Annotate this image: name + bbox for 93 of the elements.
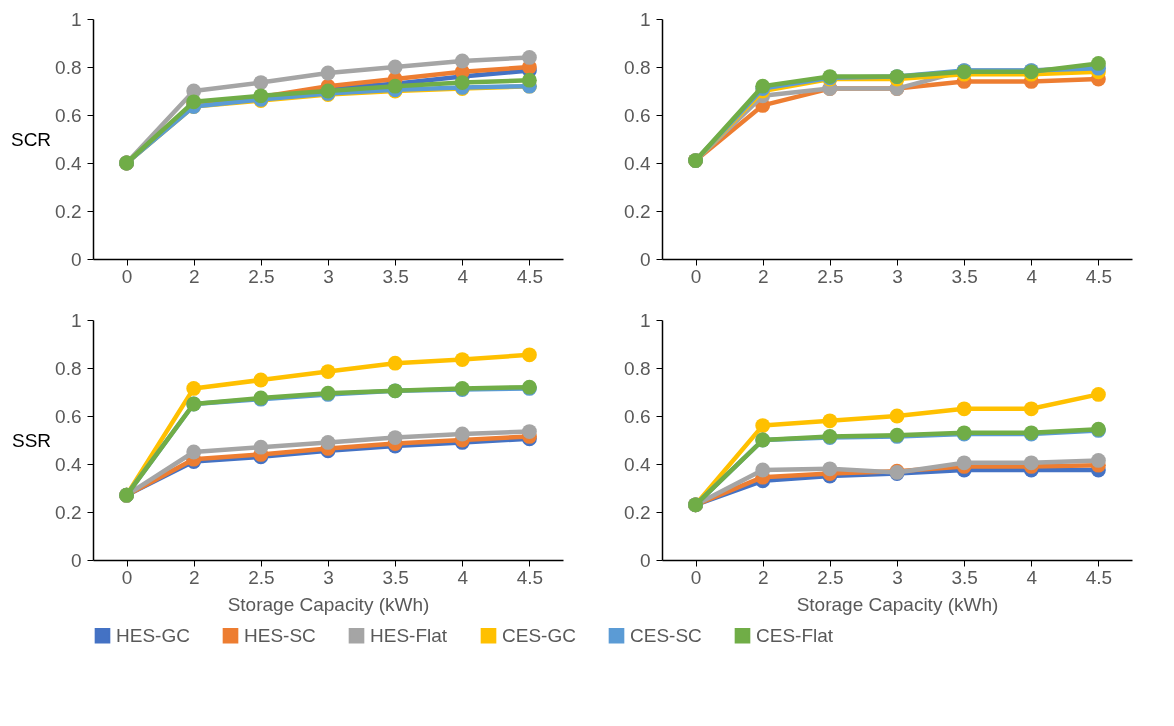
- point: [253, 439, 269, 455]
- y-tick-label: 0.4: [55, 152, 82, 174]
- point: [454, 426, 470, 442]
- x-tick-label: 4: [457, 265, 469, 287]
- x-axis-title: Storage Capacity (kWh): [227, 593, 430, 615]
- y-tick-label: 0.4: [624, 453, 651, 475]
- x-tick-label: 2.5: [248, 265, 275, 287]
- point: [387, 430, 403, 445]
- x-tick-label: 2.5: [817, 566, 844, 588]
- x-tick-label: 0: [690, 566, 702, 588]
- x-tick-label: 3: [892, 566, 903, 588]
- x-tick-label: 4: [1026, 566, 1038, 588]
- point: [320, 435, 336, 450]
- legend-label: HES-GC: [116, 624, 190, 646]
- y-axis-title: SCR: [10, 128, 52, 150]
- y-tick-label: 0.2: [624, 501, 651, 523]
- y-tick-label: 0.2: [55, 200, 82, 222]
- point: [522, 424, 537, 439]
- y-tick-label: 1: [70, 8, 82, 30]
- legend-label: HES-Flat: [370, 624, 448, 646]
- point: [889, 408, 905, 424]
- x-tick-label: 0: [121, 265, 133, 287]
- y-tick-label: 0.8: [624, 56, 651, 78]
- y-tick-label: 0.6: [624, 104, 651, 126]
- y-tick-label: 0.6: [55, 104, 82, 126]
- point: [755, 418, 771, 433]
- x-tick-label: 2: [757, 566, 769, 588]
- y-tick-label: 0.8: [624, 357, 651, 379]
- x-tick-label: 2.5: [248, 566, 275, 588]
- y-tick-label: 0: [639, 248, 651, 270]
- y-tick-label: 0.8: [55, 56, 82, 78]
- legend-label: HES-SC: [244, 624, 316, 646]
- x-tick-label: 0: [121, 566, 133, 588]
- legend-label: CES-GC: [502, 624, 576, 646]
- x-tick-label: 4.5: [516, 566, 544, 588]
- point: [822, 413, 838, 429]
- y-tick-label: 1: [70, 309, 82, 331]
- y-tick-label: 1: [639, 309, 651, 331]
- point: [454, 352, 470, 367]
- point: [387, 59, 403, 75]
- x-tick-label: 4.5: [516, 265, 544, 287]
- point: [1091, 387, 1106, 402]
- x-tick-label: 3.5: [382, 265, 409, 287]
- x-tick-label: 2: [757, 265, 769, 287]
- x-tick-label: 4.5: [1085, 566, 1113, 588]
- point: [320, 65, 336, 81]
- x-tick-label: 3.5: [382, 566, 409, 588]
- y-tick-label: 0.6: [55, 405, 82, 427]
- point: [186, 444, 202, 460]
- x-tick-label: 2.5: [817, 265, 844, 287]
- point: [522, 72, 537, 88]
- x-tick-label: 0: [690, 265, 702, 287]
- y-tick-label: 0.4: [624, 152, 651, 174]
- point: [956, 455, 972, 471]
- legend-label: CES-Flat: [756, 624, 834, 646]
- point: [1023, 401, 1039, 417]
- point: [186, 381, 202, 396]
- point: [522, 50, 537, 65]
- point: [522, 347, 537, 363]
- y-axis-title: SSR: [12, 429, 52, 451]
- x-tick-label: 3: [323, 566, 334, 588]
- point: [253, 372, 269, 388]
- x-tick-label: 2: [188, 566, 200, 588]
- point: [387, 355, 403, 371]
- y-tick-label: 0.4: [55, 453, 82, 475]
- y-tick-label: 0.8: [55, 357, 82, 379]
- point: [1023, 455, 1039, 471]
- x-tick-label: 3: [892, 265, 903, 287]
- y-tick-label: 0: [639, 549, 651, 571]
- x-tick-label: 3.5: [951, 265, 978, 287]
- x-tick-label: 4: [1026, 265, 1038, 287]
- point: [755, 462, 771, 478]
- point: [253, 75, 269, 90]
- y-tick-label: 0.2: [55, 501, 82, 523]
- x-tick-label: 3: [323, 265, 334, 287]
- y-tick-label: 0: [70, 248, 82, 270]
- y-tick-label: 0.2: [624, 200, 651, 222]
- point: [956, 401, 972, 417]
- x-axis-title: Storage Capacity (kWh): [796, 593, 999, 615]
- point: [454, 75, 470, 90]
- point: [1091, 453, 1106, 468]
- point: [454, 53, 470, 69]
- x-tick-label: 4: [457, 566, 469, 588]
- x-tick-label: 4.5: [1085, 265, 1113, 287]
- x-tick-label: 3.5: [951, 566, 978, 588]
- point: [320, 364, 336, 379]
- legend-label: CES-SC: [630, 624, 702, 646]
- y-tick-label: 1: [639, 8, 651, 30]
- y-tick-label: 0.6: [624, 405, 651, 427]
- point: [1091, 56, 1106, 71]
- point: [822, 461, 838, 477]
- y-tick-label: 0: [70, 549, 82, 571]
- x-tick-label: 2: [188, 265, 200, 287]
